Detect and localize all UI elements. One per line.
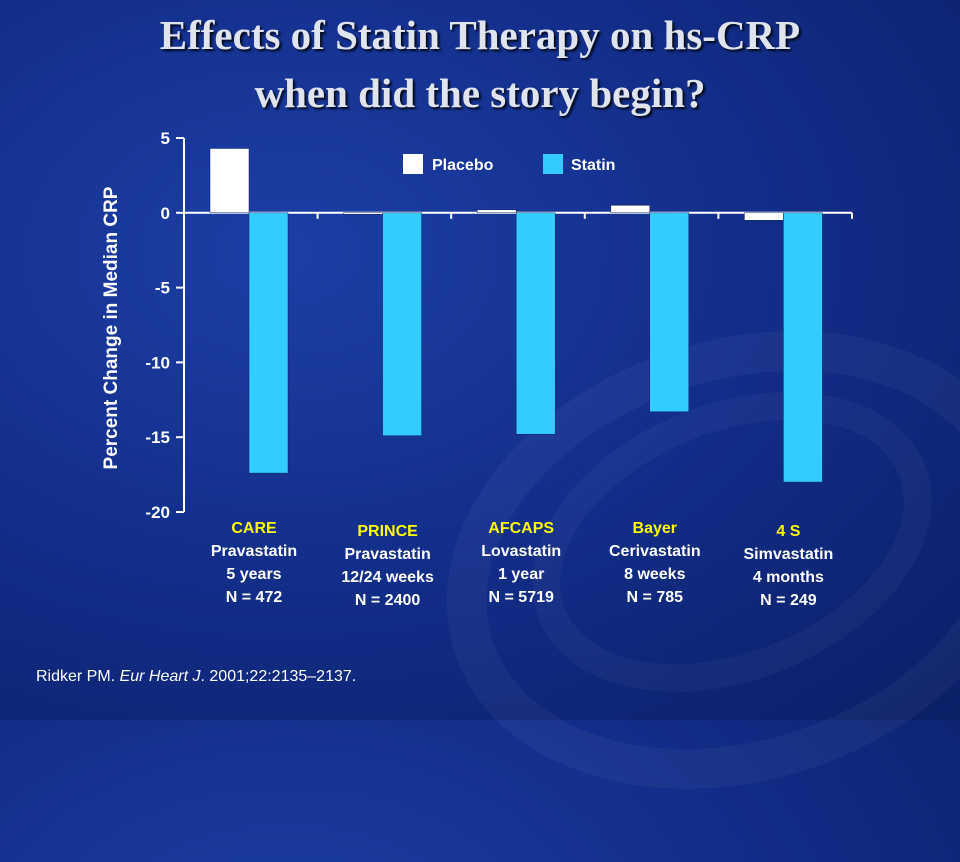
legend-swatch-statin [543, 154, 563, 174]
study-detail-label: N = 2400 [355, 592, 420, 609]
bar-placebo [476, 209, 517, 214]
slide-title-line-1: Effects of Statin Therapy on hs-CRP [159, 12, 801, 58]
citation-author: Ridker PM. [36, 668, 120, 685]
study-name-label: CARE [231, 520, 277, 537]
y-tick-label: -20 [145, 503, 170, 522]
bar-placebo [744, 212, 784, 221]
study-name-label: Bayer [633, 520, 677, 537]
bar-placebo [343, 212, 383, 215]
study-detail-label: N = 249 [760, 592, 817, 609]
study-detail-label: N = 472 [226, 589, 283, 606]
study-detail-label: 12/24 weeks [341, 569, 434, 586]
citation-journal: Eur Heart J [119, 668, 201, 685]
y-tick-label: 0 [161, 204, 170, 223]
legend-swatch-placebo [403, 154, 423, 174]
study-detail-label: 4 months [753, 569, 824, 586]
y-tick-label: -10 [145, 353, 170, 372]
bar-chart: 5 0 -5 -10 -15 -20 Percent Change in Median CR… [101, 129, 833, 609]
study-detail-label: N = 785 [627, 589, 684, 606]
legend-label-placebo: Placebo [432, 157, 494, 174]
y-tick-label: -15 [145, 428, 170, 447]
study-name-label: PRINCE [357, 523, 418, 540]
study-detail-label: 8 weeks [624, 566, 685, 583]
citation-details: . 2001;22:2135–2137. [200, 668, 357, 685]
y-tick-label: 5 [161, 129, 170, 148]
bar-statin [248, 212, 289, 474]
study-detail-label: 5 years [226, 566, 281, 583]
y-tick-label: -5 [155, 279, 170, 298]
study-detail-label: N = 5719 [489, 589, 554, 606]
study-name-label: 4 S [776, 523, 800, 540]
study-detail-label: Pravastatin [211, 543, 297, 560]
bar-statin [649, 212, 690, 413]
y-axis-title: Percent Change in Median CRP [101, 186, 122, 469]
study-detail-label: Lovastatin [481, 543, 561, 560]
slide-title-line-2: when did the story begin? [254, 70, 706, 116]
citation: Ridker PM. Eur Heart J. 2001;22:2135–213… [36, 668, 356, 686]
legend-label-statin: Statin [571, 157, 615, 174]
bar-placebo [610, 205, 651, 214]
study-detail-label: Pravastatin [344, 546, 430, 563]
bar-statin [382, 212, 422, 436]
study-detail-label: Simvastatin [743, 546, 833, 563]
study-detail-label: Cerivastatin [609, 543, 701, 560]
slide-title: Effects of Statin Therapy on hs-CRP when… [0, 6, 960, 122]
study-name-label: AFCAPS [488, 520, 554, 537]
bar-statin [783, 212, 823, 483]
bar-placebo [209, 148, 250, 214]
bar-statin [515, 212, 556, 435]
study-detail-label: 1 year [498, 566, 544, 583]
